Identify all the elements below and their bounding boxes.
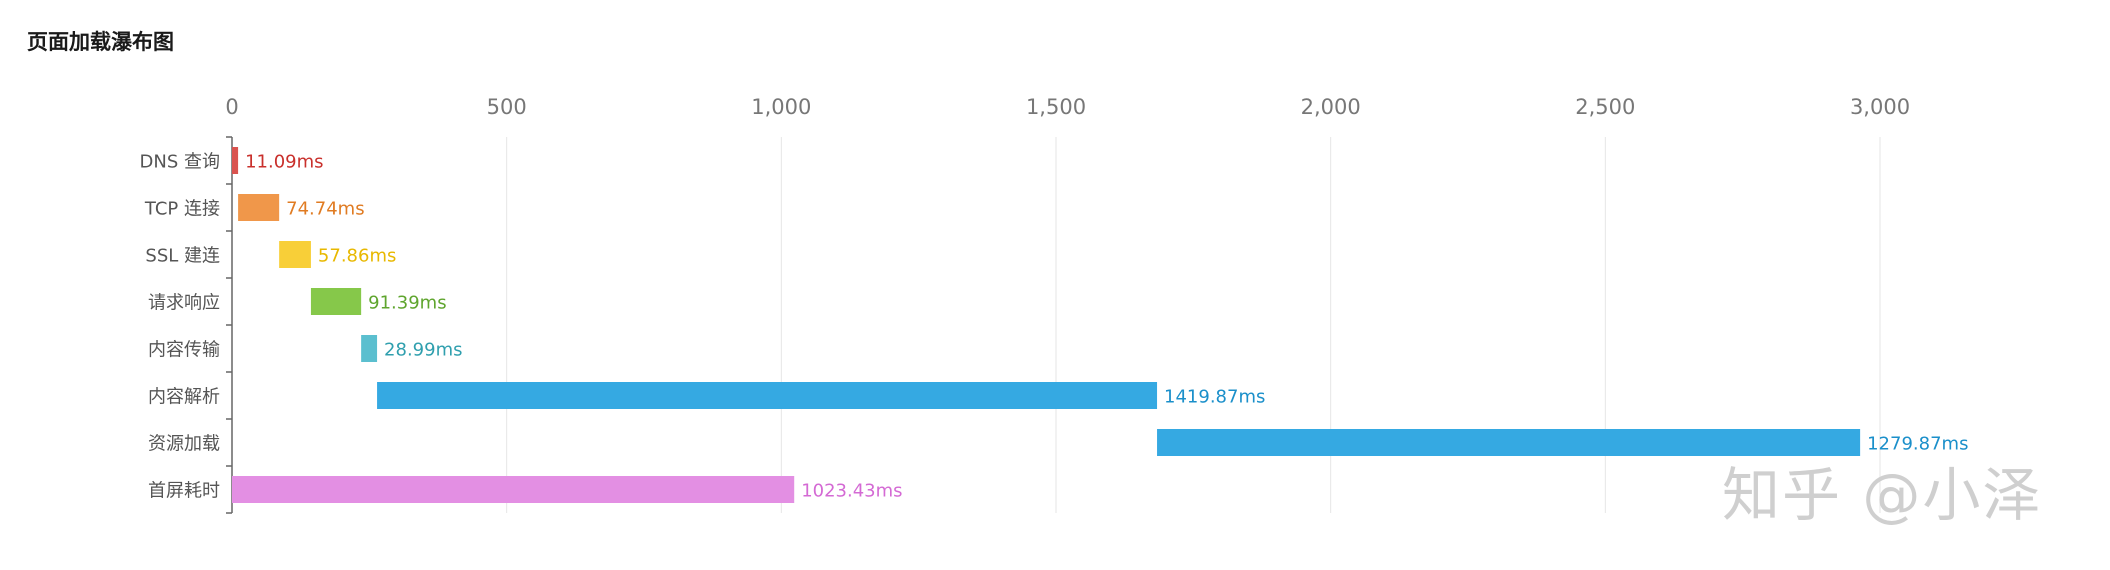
x-tick-label: 2,000: [1301, 95, 1361, 119]
data-label: 28.99ms: [384, 340, 462, 361]
bar: [1157, 429, 1861, 456]
data-label: 11.09ms: [245, 152, 323, 173]
x-tick-label: 500: [487, 95, 527, 119]
data-label: 1419.87ms: [1164, 387, 1265, 408]
y-tick-label: 资源加载: [148, 434, 220, 455]
x-axis-ticks: 0 500 1,000 1,500 2,000 2,500 3,000: [225, 95, 1910, 119]
y-tick-label: 内容传输: [148, 340, 220, 361]
x-tick-label: 1,500: [1026, 95, 1086, 119]
data-label: 1023.43ms: [801, 481, 902, 502]
y-tick-label: 内容解析: [148, 387, 220, 408]
data-label: 57.86ms: [318, 246, 396, 267]
bar: [232, 147, 239, 174]
x-tick-label: 0: [225, 95, 238, 119]
bar: [232, 476, 795, 503]
chart-title: 页面加载瀑布图: [27, 30, 174, 54]
data-label: 74.74ms: [286, 199, 364, 220]
bar: [310, 288, 362, 315]
data-labels: 11.09ms 74.74ms 57.86ms 91.39ms 28.99ms 1419.…: [245, 152, 1968, 502]
y-tick-label: SSL 建连: [145, 246, 220, 267]
y-tick-label: 首屏耗时: [148, 481, 220, 502]
bars: [232, 147, 1861, 503]
x-tick-label: 2,500: [1575, 95, 1635, 119]
y-tick-label: 请求响应: [148, 293, 220, 314]
y-tick-label: TCP 连接: [144, 199, 220, 220]
x-tick-label: 3,000: [1850, 95, 1910, 119]
data-label: 1279.87ms: [1867, 434, 1968, 455]
grid-lines: [506, 137, 1881, 513]
y-tick-label: DNS 查询: [140, 152, 220, 173]
bar: [377, 382, 1158, 409]
data-label: 91.39ms: [368, 293, 446, 314]
watermark: 知乎 @小泽: [1722, 461, 2043, 529]
bar: [238, 194, 280, 221]
bar: [279, 241, 311, 268]
bar: [361, 335, 378, 362]
x-tick-label: 1,000: [751, 95, 811, 119]
